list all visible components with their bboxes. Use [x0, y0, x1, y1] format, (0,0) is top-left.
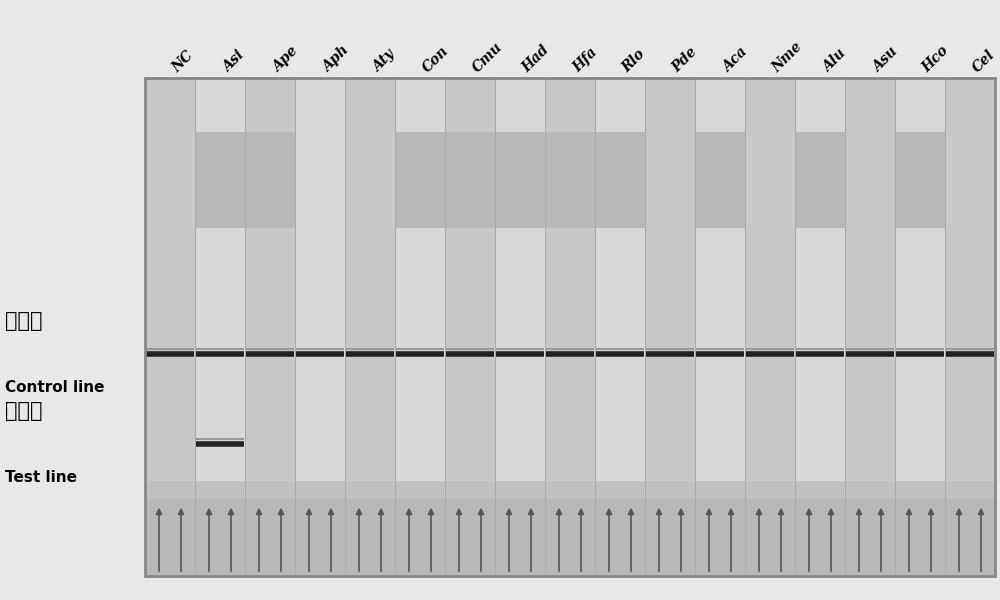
- Text: Nme: Nme: [770, 40, 805, 75]
- Text: 检测线: 检测线: [5, 401, 42, 421]
- Bar: [795, 78, 845, 576]
- Text: Asu: Asu: [870, 45, 900, 75]
- Bar: [245, 132, 295, 228]
- Text: Control line: Control line: [5, 380, 104, 395]
- Bar: [195, 132, 245, 228]
- Bar: [495, 78, 545, 576]
- Bar: [195, 78, 245, 576]
- Bar: [395, 78, 445, 576]
- Bar: [745, 78, 795, 576]
- Text: Ape: Ape: [270, 44, 301, 75]
- Bar: [145, 78, 995, 576]
- Bar: [595, 132, 645, 228]
- Text: Pde: Pde: [670, 44, 700, 75]
- Bar: [595, 78, 645, 576]
- Bar: [295, 78, 345, 576]
- Text: Cmu: Cmu: [470, 40, 505, 75]
- Text: Test line: Test line: [5, 470, 77, 485]
- Bar: [695, 132, 745, 228]
- Bar: [845, 78, 895, 576]
- Bar: [895, 132, 945, 228]
- Text: Asi: Asi: [220, 49, 247, 75]
- Bar: [545, 78, 595, 576]
- Bar: [645, 78, 695, 576]
- Text: Hco: Hco: [920, 43, 952, 75]
- Bar: [145, 78, 995, 576]
- Text: Aph: Aph: [320, 43, 352, 75]
- Bar: [245, 78, 295, 576]
- Bar: [145, 499, 995, 576]
- Bar: [895, 78, 945, 576]
- Bar: [445, 132, 495, 228]
- Text: Alu: Alu: [820, 47, 848, 75]
- Bar: [395, 132, 445, 228]
- Text: NC: NC: [170, 49, 197, 75]
- Bar: [345, 78, 395, 576]
- Text: Con: Con: [420, 44, 451, 75]
- Bar: [145, 481, 995, 517]
- Bar: [495, 132, 545, 228]
- Bar: [695, 78, 745, 576]
- Bar: [445, 78, 495, 576]
- Bar: [145, 78, 195, 576]
- Text: Aca: Aca: [720, 45, 750, 75]
- Bar: [945, 78, 995, 576]
- Bar: [795, 132, 845, 228]
- Text: Aty: Aty: [370, 47, 398, 75]
- Text: Hfa: Hfa: [570, 45, 600, 75]
- Text: 质控线: 质控线: [5, 311, 42, 331]
- Text: Cel: Cel: [970, 47, 998, 75]
- Text: Rlo: Rlo: [620, 47, 648, 75]
- Text: Had: Had: [520, 43, 552, 75]
- Bar: [545, 132, 595, 228]
